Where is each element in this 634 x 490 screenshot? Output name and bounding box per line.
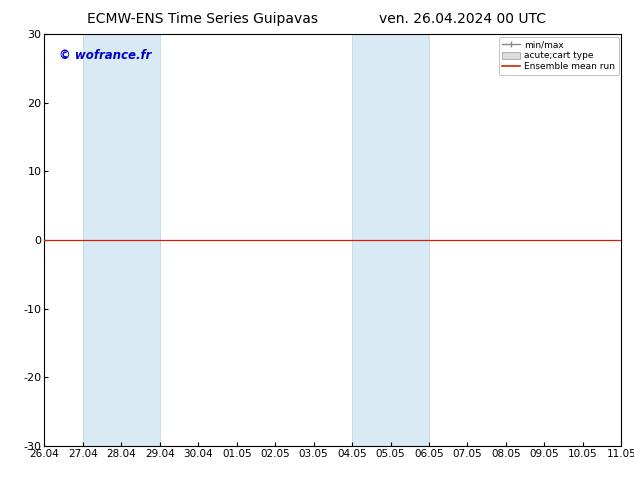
Legend: min/max, acute;cart type, Ensemble mean run: min/max, acute;cart type, Ensemble mean … xyxy=(499,37,619,75)
Text: © wofrance.fr: © wofrance.fr xyxy=(59,49,151,62)
Text: ven. 26.04.2024 00 UTC: ven. 26.04.2024 00 UTC xyxy=(379,12,547,26)
Bar xyxy=(83,34,160,446)
Bar xyxy=(352,34,429,446)
Text: ECMW-ENS Time Series Guipavas: ECMW-ENS Time Series Guipavas xyxy=(87,12,318,26)
